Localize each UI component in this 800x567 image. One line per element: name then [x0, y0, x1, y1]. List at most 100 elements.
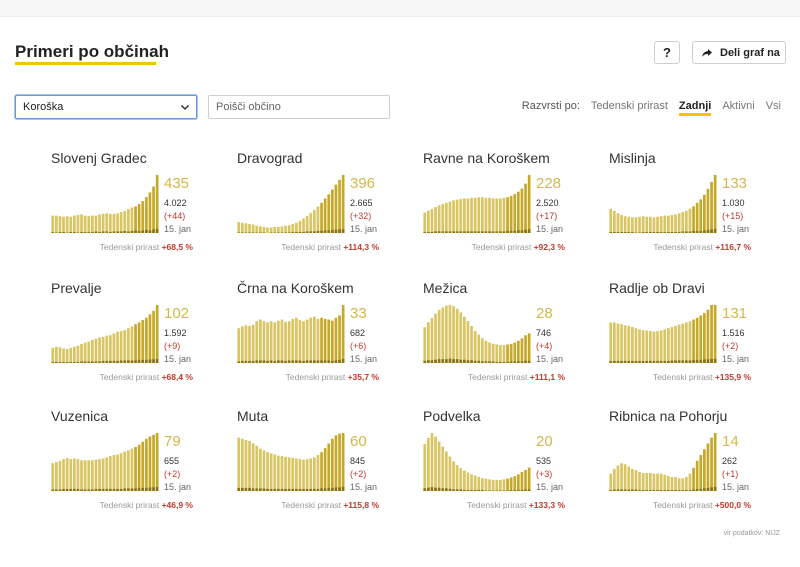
sparkline-daily-bar — [463, 489, 466, 491]
sparkline-daily-bar — [459, 231, 463, 233]
sparkline-bar — [710, 437, 713, 491]
municipality-card[interactable]: Vuzenica 79 655 (+2) 15. jan Tedenski prirast… — [51, 408, 201, 518]
share-button[interactable]: Deli graf na — [692, 41, 786, 64]
sparkline-bar — [677, 213, 681, 233]
sparkline-daily-bar — [656, 360, 659, 363]
sparkline-bar — [499, 479, 502, 491]
sparkline-bar — [284, 321, 287, 363]
sparkline-bar — [76, 459, 80, 491]
sparkline-bar — [427, 210, 430, 233]
municipality-card[interactable]: Mežica 28 746 (+4) 15. jan Tedenski prirast +… — [423, 280, 573, 390]
sparkline-bar — [69, 216, 73, 233]
sparkline-daily-bar — [255, 360, 259, 363]
sparkline-daily-bar — [80, 489, 83, 491]
sparkline-daily-bar — [87, 231, 91, 233]
sparkline-bar — [663, 474, 667, 491]
municipality-card[interactable]: Muta 60 845 (+2) 15. jan Tedenski prirast +11… — [237, 408, 387, 518]
sparkline-bar — [663, 329, 667, 363]
sparkline-daily-bar — [101, 488, 105, 491]
sparkline-bar — [280, 226, 284, 233]
sparkline-daily-bar — [295, 231, 298, 233]
sparkline-daily-bar — [302, 488, 305, 491]
sparkline-daily-bar — [123, 488, 127, 491]
sparkline-bar — [470, 325, 473, 363]
sparkline-bar — [631, 217, 634, 233]
sparkline-bar — [338, 433, 341, 491]
sort-option-all[interactable]: Vsi — [765, 100, 781, 112]
sparkline-daily-bar — [441, 231, 445, 233]
sparkline-daily-bar — [524, 489, 527, 491]
sparkline-daily-bar — [477, 231, 481, 233]
sparkline-daily-bar — [445, 359, 448, 363]
municipality-card[interactable]: Slovenj Gradec 435 4.022 (+44) 15. jan Tedens… — [51, 150, 201, 260]
sparkline-daily-bar — [506, 230, 509, 233]
title-underline — [15, 62, 156, 65]
sparkline-bar — [517, 191, 520, 233]
sparkline-daily-bar — [123, 360, 127, 363]
sparkline-daily-bar — [459, 489, 463, 491]
sparkline-daily-bar — [466, 231, 470, 233]
sparkline-bar — [638, 216, 641, 233]
chevron-down-icon — [180, 104, 190, 111]
sparkline-daily-bar — [152, 359, 155, 363]
sparkline-daily-bar — [248, 487, 251, 491]
municipality-card[interactable]: Mislinja 133 1.030 (+15) 15. jan Tedenski pri… — [609, 150, 759, 260]
sparkline-daily-bar — [613, 231, 616, 233]
municipality-card[interactable]: Dravograd 396 2.665 (+32) 15. jan Tedenski pr… — [237, 150, 387, 260]
municipality-card[interactable]: Ravne na Koroškem 228 2.520 (+17) 15. jan Ted… — [423, 150, 573, 260]
municipality-card[interactable]: Podvelka 20 535 (+3) 15. jan Tedenski prirast… — [423, 408, 573, 518]
sparkline-bar — [706, 309, 710, 363]
sparkline-bar — [309, 317, 313, 363]
sort-label: Razvrsti po: — [521, 100, 580, 112]
sparkline-bar — [112, 333, 116, 363]
cases-sparkline — [423, 175, 531, 233]
sparkline-bar — [670, 215, 674, 233]
sparkline-bar — [137, 322, 141, 363]
sparkline-bar — [613, 210, 616, 233]
sort-option-weekly-growth[interactable]: Tedenski prirast — [590, 100, 668, 112]
region-select[interactable]: Koroška — [15, 95, 197, 119]
sparkline-bar — [119, 331, 123, 363]
sparkline-bar — [470, 197, 473, 233]
sparkline-bar — [649, 331, 652, 363]
sparkline-bar — [506, 478, 509, 491]
sparkline-bar — [491, 343, 495, 363]
sparkline-daily-bar — [710, 358, 713, 363]
sparkline-daily-bar — [692, 359, 695, 363]
sparkline-daily-bar — [613, 489, 616, 491]
sparkline-bar — [430, 317, 434, 363]
municipality-card[interactable]: Prevalje 102 1.592 (+9) 15. jan Tedenski prir… — [51, 280, 201, 390]
sparkline-daily-bar — [320, 488, 323, 491]
help-button[interactable]: ? — [654, 41, 680, 64]
sparkline-bar — [273, 322, 277, 363]
sparkline-daily-bar — [488, 490, 491, 491]
sparkline-daily-bar — [148, 359, 152, 363]
sparkline-bar — [298, 459, 302, 491]
sparkline-bar — [280, 319, 284, 363]
sparkline-daily-bar — [80, 361, 83, 363]
sparkline-bar — [87, 460, 91, 491]
sort-option-active[interactable]: Aktivni — [722, 100, 755, 112]
sparkline-bar — [641, 473, 645, 491]
sparkline-bar — [459, 312, 463, 363]
municipality-card[interactable]: Radlje ob Dravi 131 1.516 (+2) 15. jan Tedens… — [609, 280, 759, 390]
sparkline-bar — [262, 321, 266, 363]
sparkline-bar — [327, 194, 331, 233]
sparkline-daily-bar — [109, 488, 112, 491]
sparkline-bar — [434, 436, 437, 491]
sparkline-daily-bar — [80, 231, 83, 233]
sparkline-bar — [109, 213, 112, 233]
sparkline-bar — [699, 455, 703, 491]
sparkline-bar — [62, 348, 65, 363]
municipality-card[interactable]: Črna na Koroškem 33 682 (+6) 15. jan Tedenski… — [237, 280, 387, 390]
sparkline-bar — [51, 463, 55, 491]
sparkline-daily-bar — [137, 487, 141, 491]
sort-option-latest[interactable]: Zadnji — [678, 100, 712, 116]
sparkline-bar — [305, 459, 309, 491]
municipality-name: Črna na Koroškem — [237, 280, 354, 296]
municipality-search-input[interactable] — [208, 95, 390, 119]
sparkline-bar — [517, 340, 520, 363]
municipality-card[interactable]: Ribnica na Pohorju 14 262 (+1) 15. jan Tedens… — [609, 408, 759, 518]
sparkline-bar — [627, 466, 631, 491]
sparkline-bar — [609, 322, 613, 363]
